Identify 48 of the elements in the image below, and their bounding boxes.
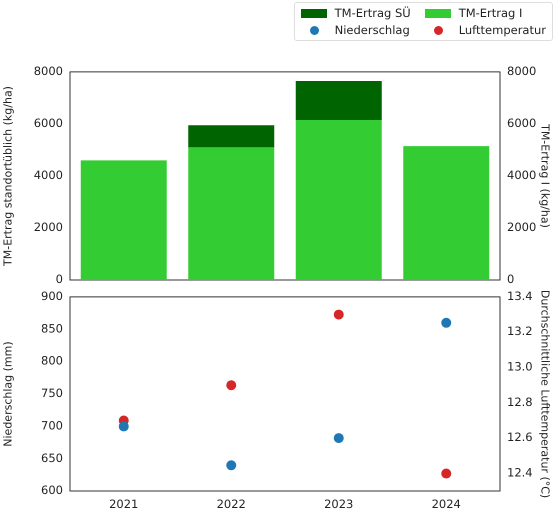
point bbox=[334, 433, 344, 444]
point bbox=[118, 421, 129, 432]
point bbox=[226, 460, 236, 470]
y-axis-title: Niederschlag (mm) bbox=[1, 341, 14, 447]
y-tick-label: 8000 bbox=[34, 64, 63, 78]
y-tick-label: 600 bbox=[41, 483, 63, 498]
x-tick-label: 2022 bbox=[216, 497, 246, 512]
point bbox=[226, 380, 236, 390]
y2-tick-label: 12.6 bbox=[507, 430, 533, 444]
point bbox=[334, 310, 344, 320]
y-axis-title: TM-Ertrag standortüblich (kg/ha) bbox=[1, 86, 14, 267]
y2-tick-label: 13.0 bbox=[507, 360, 533, 374]
bar bbox=[188, 125, 274, 148]
legend-label: TM-Ertrag I bbox=[458, 6, 522, 20]
point bbox=[441, 318, 452, 328]
y2-tick-label: 0 bbox=[507, 272, 514, 286]
y-tick-label: 800 bbox=[41, 354, 63, 368]
point bbox=[441, 468, 452, 479]
y-tick-label: 900 bbox=[41, 288, 63, 303]
y-tick-label: 0 bbox=[56, 272, 63, 286]
bar bbox=[403, 146, 490, 280]
y-tick-label: 6000 bbox=[34, 116, 63, 130]
legend-label: Niederschlag bbox=[334, 23, 410, 37]
y2-tick-label: 8000 bbox=[507, 64, 536, 78]
y-tick-label: 850 bbox=[41, 321, 63, 336]
y2-tick-label: 12.8 bbox=[507, 394, 533, 409]
y-tick-label: 700 bbox=[41, 418, 63, 432]
x-tick-label: 2023 bbox=[324, 497, 354, 512]
x-tick-label: 2021 bbox=[109, 497, 138, 512]
bar bbox=[188, 147, 274, 280]
legend-label: Lufttemperatur bbox=[458, 23, 546, 37]
y-tick-label: 750 bbox=[41, 386, 63, 400]
y2-tick-label: 12.4 bbox=[507, 466, 533, 480]
bar bbox=[296, 120, 382, 280]
y2-tick-label: 6000 bbox=[507, 116, 536, 130]
y2-tick-label: 4000 bbox=[507, 168, 536, 182]
y-tick-label: 4000 bbox=[34, 168, 63, 182]
y-tick-label: 650 bbox=[41, 450, 63, 465]
y2-tick-label: 13.2 bbox=[507, 324, 533, 338]
y2-tick-label: 13.4 bbox=[507, 288, 533, 303]
x-tick-label: 2024 bbox=[432, 497, 461, 512]
y2-axis-title: TM-Ertrag I (kg/ha) bbox=[538, 123, 552, 228]
y2-tick-label: 2000 bbox=[507, 220, 536, 234]
y2-axis-title: Durchschnittliche Lufttemperatur (°C) bbox=[538, 290, 552, 498]
bar bbox=[80, 160, 167, 280]
bar bbox=[296, 81, 382, 120]
y-tick-label: 2000 bbox=[34, 220, 63, 234]
legend-label: TM-Ertrag SÜ bbox=[334, 6, 411, 20]
